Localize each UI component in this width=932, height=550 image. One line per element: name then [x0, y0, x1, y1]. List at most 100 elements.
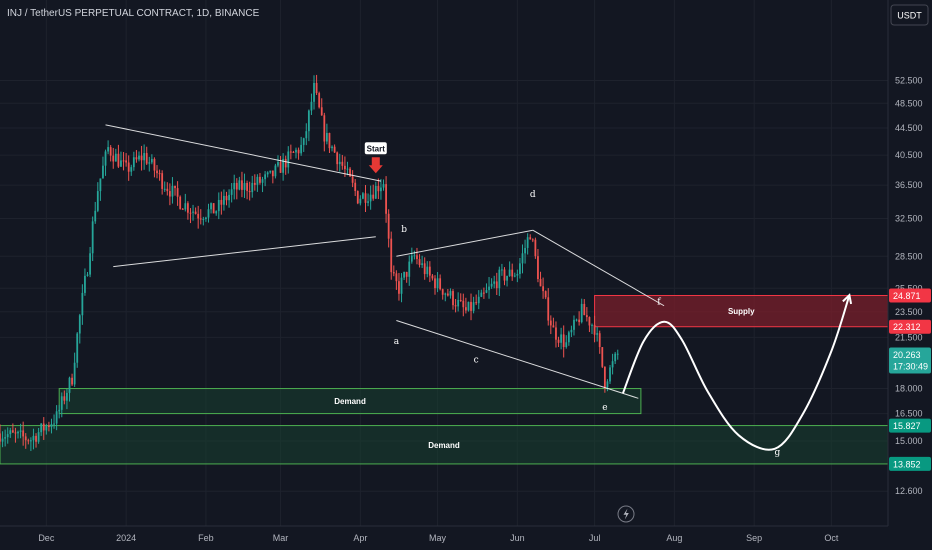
candle	[413, 250, 416, 260]
candle	[14, 427, 17, 443]
candle	[431, 274, 434, 281]
candle-body	[490, 283, 493, 287]
candle	[269, 170, 272, 174]
candle-body	[588, 317, 591, 326]
candle	[24, 433, 27, 449]
candle	[163, 181, 166, 192]
candle	[544, 290, 547, 300]
candle	[547, 288, 550, 326]
candle-body	[145, 153, 148, 164]
projection-arrowhead	[842, 293, 853, 305]
candle-body	[606, 381, 609, 388]
candle-body	[325, 132, 328, 142]
candle	[96, 182, 99, 213]
candle-body	[189, 212, 192, 214]
candle-body	[96, 191, 99, 211]
candle	[403, 271, 406, 281]
candle-body	[320, 107, 323, 116]
candle-body	[307, 110, 310, 132]
candle	[27, 438, 30, 445]
annotations-layer: a b c d e f g Start	[364, 142, 780, 458]
candle	[53, 414, 55, 429]
candle-body	[91, 221, 94, 254]
candle	[328, 132, 331, 153]
candle-body	[81, 292, 84, 316]
candle-body	[282, 158, 285, 173]
time-axis[interactable]: Dec 2024 Feb Mar Apr May Jun Jul Aug Sep Oct	[0, 525, 888, 543]
candle	[68, 376, 71, 402]
lightning-icon[interactable]	[617, 505, 635, 523]
candle-body	[17, 431, 19, 434]
candle	[472, 296, 475, 314]
candle	[521, 244, 524, 274]
candle-body	[243, 182, 246, 190]
wave-label-g: g	[774, 448, 780, 458]
candle	[1, 431, 4, 448]
demand-zone-label: Demand	[334, 397, 366, 406]
candle	[503, 267, 506, 286]
candle-body	[467, 301, 470, 311]
candle-body	[50, 424, 53, 428]
candle	[446, 288, 449, 297]
candle	[441, 288, 444, 300]
y-tick-label: 12.600	[895, 486, 923, 496]
candle-body	[174, 185, 176, 189]
price-tag-value: 20.263	[893, 350, 921, 360]
price-axis[interactable]: 52.500 48.500 44.500 40.500 36.500 32.500 28.5…	[887, 0, 932, 526]
candle	[377, 178, 380, 200]
candle-body	[215, 211, 218, 214]
price-tag-supply	[889, 288, 931, 303]
candle-body	[380, 187, 382, 192]
candle	[616, 349, 619, 360]
candle	[132, 151, 135, 171]
candle-body	[22, 430, 25, 437]
candle	[48, 421, 50, 432]
candle	[351, 170, 354, 188]
candle	[408, 255, 411, 286]
candle-body	[516, 273, 519, 276]
candle	[439, 274, 442, 291]
candle-body	[611, 361, 614, 368]
candle	[287, 146, 290, 174]
y-tick-label: 21.500	[895, 332, 923, 342]
candle	[19, 423, 22, 439]
candle-body	[220, 199, 223, 205]
demand-zone	[58, 388, 642, 415]
candle-body	[421, 263, 424, 265]
candle	[603, 366, 606, 393]
candle	[464, 297, 467, 314]
candle-body	[168, 191, 171, 197]
y-tick-label: 36.500	[895, 180, 923, 190]
x-tick-label: Mar	[273, 533, 289, 543]
candle-body	[130, 167, 133, 172]
candle-body	[341, 161, 344, 166]
candle-body	[501, 269, 503, 271]
candle	[475, 294, 478, 306]
candle-body	[573, 319, 575, 330]
candle-body	[344, 165, 346, 170]
candle-body	[171, 185, 174, 197]
candle-body	[99, 178, 102, 192]
candle	[210, 202, 212, 214]
candle	[112, 147, 115, 169]
price-tag-last	[889, 347, 931, 374]
candle	[585, 307, 588, 322]
candle	[583, 299, 586, 316]
candle-body	[524, 247, 526, 254]
candle	[570, 325, 573, 338]
currency-button[interactable]: USDT	[890, 4, 929, 26]
candle-body	[544, 291, 547, 298]
candle	[325, 123, 328, 145]
candle	[534, 237, 537, 259]
candle-body	[570, 329, 573, 333]
candle	[423, 257, 426, 280]
candle-body	[114, 153, 117, 162]
candle-body	[266, 172, 269, 175]
candle-body	[410, 255, 413, 262]
candle	[109, 145, 112, 162]
candle-body	[212, 203, 215, 214]
candle-body	[53, 423, 55, 425]
candle-body	[431, 275, 434, 279]
y-tick-label: 15.000	[895, 436, 923, 446]
